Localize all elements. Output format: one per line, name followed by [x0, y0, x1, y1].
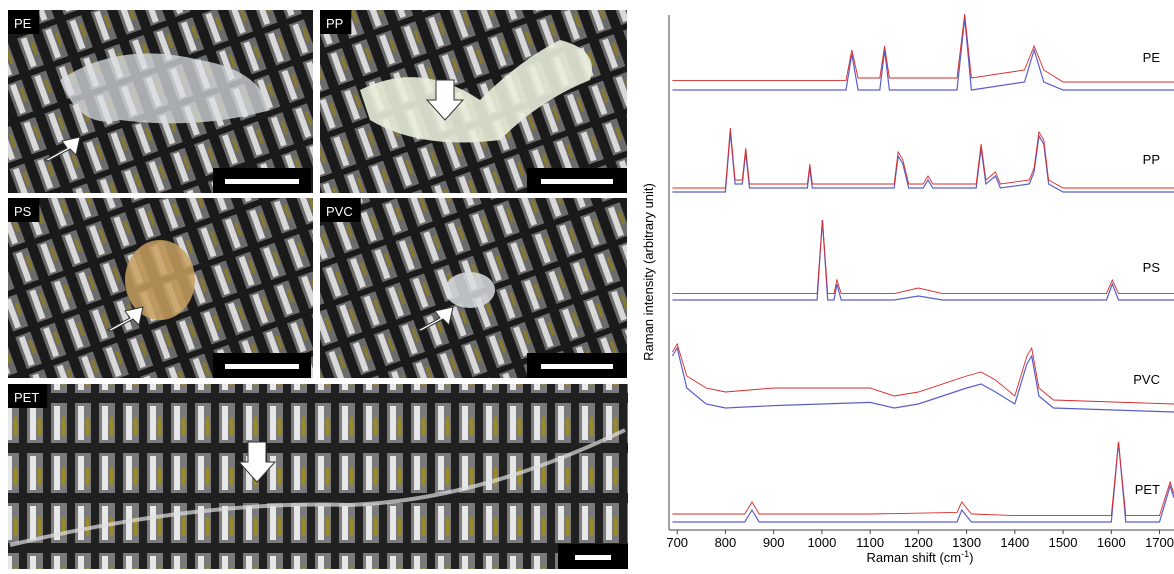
series-label: PET [1135, 482, 1160, 497]
reference-spectrum [672, 18, 1174, 90]
raman-chart: Raman intensity (arbitrary unit) Raman s… [641, 14, 1174, 565]
series-label: PE [1143, 50, 1161, 65]
reference-spectrum [672, 132, 1174, 192]
measured-spectrum [672, 128, 1174, 188]
photo [8, 384, 628, 569]
page: PE PP PS PVC PET Raman intensity (arbitrary … [0, 0, 1174, 569]
x-axis-label: Raman shift (cm-1) [867, 549, 974, 565]
x-tick-label: 1500 [1049, 535, 1078, 550]
x-tick-label: 1100 [856, 535, 884, 550]
figure: PE PP PS PVC PET Raman intensity (arbitrary … [0, 0, 1174, 569]
series-label: PS [1143, 260, 1161, 275]
x-axis-label-sup: -1 [961, 549, 969, 559]
measured-spectrum [672, 14, 1174, 82]
measured-spectrum [672, 442, 1174, 516]
x-tick-label: 1700 [1145, 535, 1174, 550]
x-tick-label: 800 [715, 535, 737, 550]
x-tick-label: 1400 [1000, 535, 1029, 550]
particle [125, 240, 195, 320]
x-tick-label: 1600 [1097, 535, 1126, 550]
x-tick-label: 1000 [807, 535, 836, 550]
image-label: PP [326, 16, 343, 31]
x-axis-label-close: ) [969, 550, 973, 565]
series-label: PP [1143, 152, 1160, 167]
image-label: PVC [326, 204, 353, 219]
measured-spectrum [672, 220, 1174, 294]
x-axis-label-text: Raman shift (cm [867, 550, 962, 565]
x-tick-label: 900 [763, 535, 785, 550]
y-axis-label: Raman intensity (arbitrary unit) [641, 183, 656, 361]
series-label: PVC [1133, 372, 1160, 387]
reference-spectrum [672, 220, 1174, 300]
micrographs: PE PP PS PVC PET [8, 10, 628, 569]
x-tick-label: 1200 [904, 535, 933, 550]
image-label: PS [14, 204, 32, 219]
particle [445, 272, 495, 308]
measured-spectrum [672, 344, 1174, 404]
x-tick-label: 700 [666, 535, 688, 550]
image-label: PE [14, 16, 32, 31]
image-label: PET [14, 390, 39, 405]
x-tick-label: 1300 [952, 535, 981, 550]
reference-spectrum [672, 348, 1174, 412]
